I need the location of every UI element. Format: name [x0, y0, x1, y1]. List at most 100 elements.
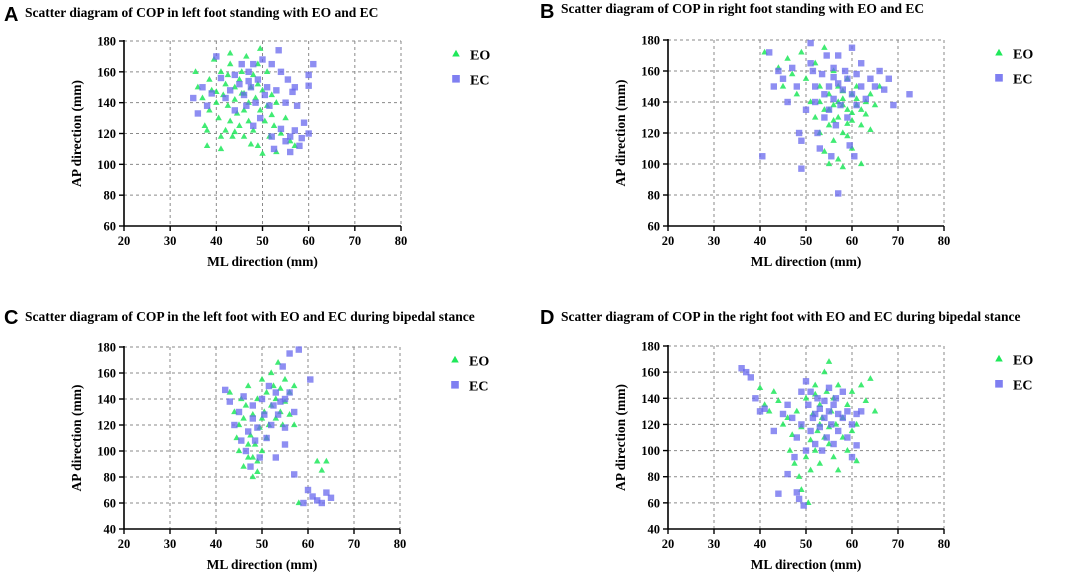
data-point-eo	[256, 45, 264, 51]
data-point-eo	[798, 48, 805, 55]
data-point-eo	[249, 473, 257, 480]
data-point-ec	[226, 398, 233, 405]
x-tick-label: 80	[394, 537, 407, 551]
data-point-ec	[858, 83, 865, 90]
data-point-ec	[281, 395, 289, 403]
data-point-ec	[282, 99, 289, 106]
data-point-eo	[821, 44, 828, 50]
data-point-ec	[256, 114, 264, 122]
data-point-ec	[270, 402, 277, 409]
panel-d: D Scatter diagram of COP in the right fo…	[536, 289, 1072, 578]
data-point-eo	[802, 394, 810, 401]
data-point-ec	[327, 494, 335, 501]
x-tick-label: 70	[892, 537, 905, 551]
data-point-ec	[830, 64, 837, 72]
data-point-ec	[812, 98, 819, 106]
y-tick-label: 180	[641, 34, 660, 48]
data-point-eo	[240, 463, 247, 469]
data-point-ec	[258, 395, 266, 403]
y-tick-label: 80	[104, 189, 117, 203]
data-point-ec	[835, 52, 842, 59]
data-point-ec	[251, 437, 259, 444]
y-tick-label: 60	[104, 220, 117, 234]
data-point-eo	[811, 446, 819, 453]
data-point-ec	[835, 80, 842, 87]
y-tick-label: 80	[648, 189, 661, 203]
data-point-ec	[309, 493, 316, 500]
data-point-ec	[236, 80, 243, 88]
data-point-eo	[224, 71, 232, 78]
data-point-ec	[284, 76, 292, 83]
y-tick-label: 180	[97, 35, 116, 49]
data-point-ec	[830, 440, 837, 448]
data-point-eo	[213, 99, 220, 105]
data-point-ec	[759, 153, 766, 160]
x-tick-label: 20	[662, 234, 675, 248]
data-point-eo	[821, 148, 828, 154]
data-point-eo	[811, 113, 819, 120]
data-point-ec	[281, 424, 289, 431]
data-point-ec	[798, 137, 805, 144]
data-point-eo	[254, 468, 261, 474]
y-tick-label: 120	[97, 419, 116, 433]
data-point-eo	[844, 132, 851, 139]
data-point-ec	[835, 427, 842, 435]
data-point-eo	[258, 447, 266, 454]
data-point-eo	[273, 99, 280, 105]
data-point-ec	[832, 395, 840, 402]
data-point-ec	[816, 145, 823, 152]
y-tick-label: 60	[648, 496, 661, 510]
data-point-ec	[853, 442, 860, 449]
data-point-eo	[793, 90, 801, 97]
data-point-ec	[226, 87, 234, 94]
data-point-eo	[226, 60, 234, 67]
data-point-eo	[802, 453, 810, 460]
data-point-ec	[286, 350, 293, 357]
data-point-ec	[867, 75, 874, 82]
y-axis-label: AP direction (mm)	[613, 384, 628, 491]
data-point-eo	[786, 446, 794, 453]
data-point-ec	[906, 91, 913, 98]
data-point-eo	[853, 457, 860, 464]
legend-label-eo: EO	[470, 49, 490, 64]
data-point-ec	[289, 88, 296, 96]
data-point-ec	[250, 122, 257, 129]
data-point-ec	[222, 386, 229, 394]
data-point-ec	[844, 114, 851, 121]
data-point-eo	[784, 55, 791, 61]
data-point-eo	[222, 80, 229, 87]
y-axis-label: AP direction (mm)	[69, 80, 84, 187]
data-point-ec	[844, 408, 851, 415]
data-point-ec	[795, 495, 803, 503]
x-tick-label: 70	[892, 234, 905, 248]
triangle-marker-icon	[451, 355, 459, 363]
data-point-eo	[839, 95, 847, 102]
triangle-marker-icon	[452, 49, 460, 57]
data-point-eo	[848, 427, 856, 434]
y-tick-label: 140	[641, 96, 660, 110]
data-point-ec	[816, 405, 823, 412]
data-point-eo	[318, 466, 326, 473]
data-point-ec	[791, 453, 798, 461]
data-point-ec	[743, 368, 750, 376]
data-point-ec	[881, 86, 888, 93]
data-point-eo	[250, 71, 257, 78]
data-point-ec	[286, 389, 293, 396]
panel-letter-c: C	[4, 307, 19, 329]
data-point-eo	[224, 102, 232, 108]
data-point-ec	[243, 102, 250, 109]
y-tick-label: 140	[97, 393, 116, 407]
data-point-eo	[203, 142, 211, 148]
data-point-eo	[825, 160, 833, 167]
data-point-eo	[857, 106, 865, 112]
data-point-ec	[853, 410, 860, 418]
scatter-chart-d: 20 30 40 50 60 70 80 40 60 80 100 120 140 160 180 ML di…	[613, 340, 1033, 573]
data-point-eo	[236, 122, 243, 128]
legend-label-eo: EO	[1013, 48, 1033, 63]
scatter-chart-a: 20 30 40 50 60 70 80 60 80 100 120 140 160 180 ML dire…	[69, 35, 490, 270]
data-point-ec	[231, 71, 238, 79]
data-point-ec	[779, 75, 787, 82]
data-point-ec	[798, 388, 805, 395]
data-point-ec	[835, 190, 842, 197]
data-point-eo	[871, 407, 879, 414]
